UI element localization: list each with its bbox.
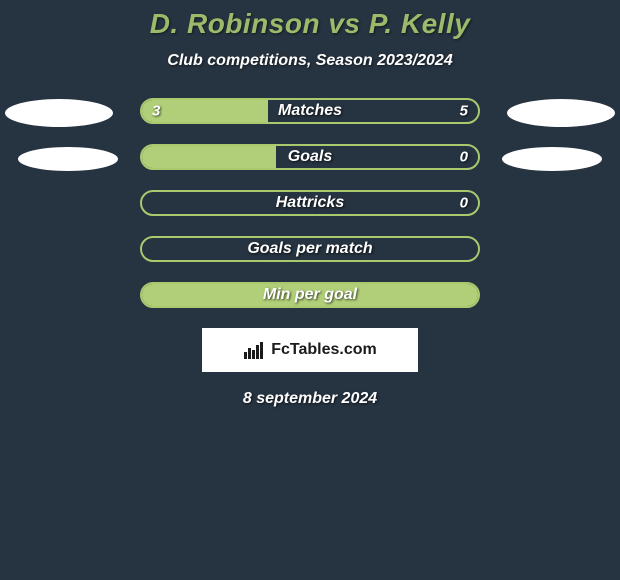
player-left-badge [5,99,113,127]
bars-icon [243,340,265,360]
bar-fill-left [142,146,276,168]
comparison-card: D. Robinson vs P. Kelly Club competition… [0,0,620,408]
bar-track [140,98,480,124]
bar-track [140,144,480,170]
stat-row: Goals per match [0,236,620,266]
stats-list: Matches35 Goals0 Hattricks0 Goals per match… [0,98,620,312]
subtitle: Club competitions, Season 2023/2024 [0,52,620,70]
stat-bar: Matches35 [140,98,480,124]
stat-bar: Goals0 [140,144,480,170]
stat-bar: Goals per match [140,236,480,262]
stat-row: Matches35 [0,98,620,128]
stat-bar: Hattricks0 [140,190,480,216]
bar-track [140,282,480,308]
title: D. Robinson vs P. Kelly [0,8,620,40]
player-right-badge [507,99,615,127]
bar-track [140,190,480,216]
bar-fill-left [142,100,268,122]
attribution-text: FcTables.com [271,341,377,359]
stat-row: Hattricks0 [0,190,620,220]
bar-track [140,236,480,262]
player-left-badge [18,147,118,171]
stat-row: Min per goal [0,282,620,312]
bar-fill-left [142,284,478,306]
stat-row: Goals0 [0,144,620,174]
attribution-badge: FcTables.com [202,328,418,372]
date: 8 september 2024 [0,390,620,408]
stat-bar: Min per goal [140,282,480,308]
player-right-badge [502,147,602,171]
